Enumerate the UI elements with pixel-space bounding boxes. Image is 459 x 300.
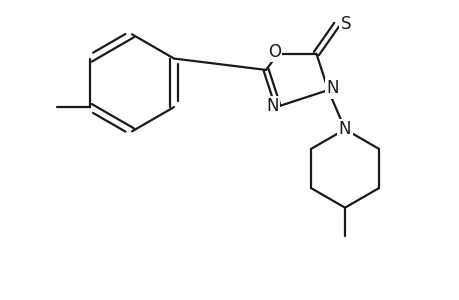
Text: N: N [266, 98, 278, 116]
Text: O: O [267, 43, 280, 61]
Text: N: N [338, 120, 351, 138]
Text: S: S [340, 15, 351, 33]
Text: N: N [326, 79, 338, 97]
